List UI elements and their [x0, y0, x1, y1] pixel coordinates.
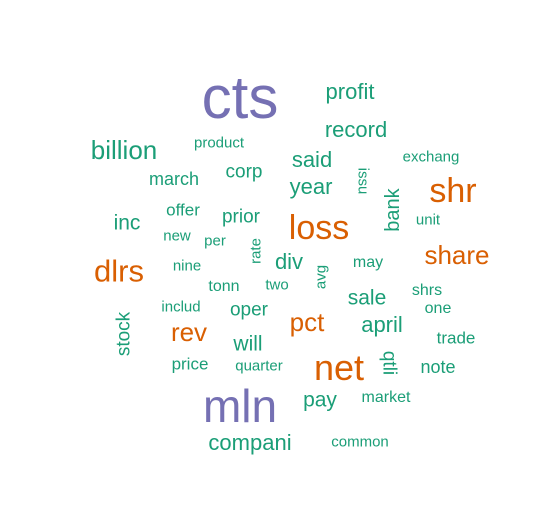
word-issu: issu: [354, 167, 372, 195]
word-price: price: [171, 354, 209, 374]
word-march: march: [148, 169, 200, 189]
word-rev: rev: [170, 317, 208, 347]
word-offer: offer: [166, 200, 200, 220]
word-shrs: shrs: [411, 282, 443, 299]
word-mln: mln: [202, 380, 278, 432]
word-avg: avg: [312, 264, 330, 290]
word-note: note: [420, 357, 456, 377]
word-two: two: [265, 276, 289, 294]
word-pct: pct: [289, 307, 325, 337]
word-common: common: [331, 433, 389, 451]
word-inc: inc: [113, 211, 141, 235]
word-nine: nine: [172, 257, 202, 275]
word-cts: cts: [201, 64, 279, 131]
word-compani: compani: [208, 430, 292, 455]
word-exchang: exchang: [402, 148, 460, 166]
word-stock: stock: [113, 311, 135, 357]
word-qtli: qtli: [378, 350, 400, 376]
word-said: said: [291, 147, 333, 172]
word-shr: shr: [429, 172, 477, 210]
word-unit: unit: [415, 211, 441, 229]
word-rate: rate: [247, 238, 265, 264]
word-profit: profit: [325, 79, 375, 104]
word-record: record: [324, 117, 388, 142]
word-one: one: [424, 300, 452, 317]
word-may: may: [352, 254, 384, 271]
word-includ: includ: [161, 298, 201, 316]
word-trade: trade: [436, 328, 476, 348]
word-oper: oper: [229, 299, 269, 321]
word-year: year: [289, 174, 333, 199]
word-new: new: [163, 227, 191, 245]
word-quarter: quarter: [235, 357, 283, 375]
word-div: div: [274, 249, 304, 274]
word-corp: corp: [225, 161, 263, 183]
word-prior: prior: [221, 206, 261, 228]
word-sale: sale: [347, 286, 387, 310]
word-share: share: [424, 240, 490, 270]
word-per: per: [204, 232, 226, 250]
word-bank: bank: [382, 188, 404, 232]
word-product: product: [193, 134, 245, 152]
word-loss: loss: [288, 209, 350, 247]
word-billion: billion: [90, 135, 158, 165]
word-april: april: [361, 312, 403, 337]
word-market: market: [361, 389, 411, 406]
word-dlrs: dlrs: [94, 253, 144, 289]
word-will: will: [233, 332, 263, 356]
word-net: net: [313, 347, 365, 388]
word-pay: pay: [303, 388, 337, 412]
word-tonn: tonn: [208, 278, 240, 295]
